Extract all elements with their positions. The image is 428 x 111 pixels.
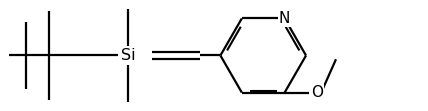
Text: Si: Si bbox=[121, 48, 136, 63]
Text: O: O bbox=[311, 85, 323, 100]
Text: N: N bbox=[279, 11, 290, 26]
